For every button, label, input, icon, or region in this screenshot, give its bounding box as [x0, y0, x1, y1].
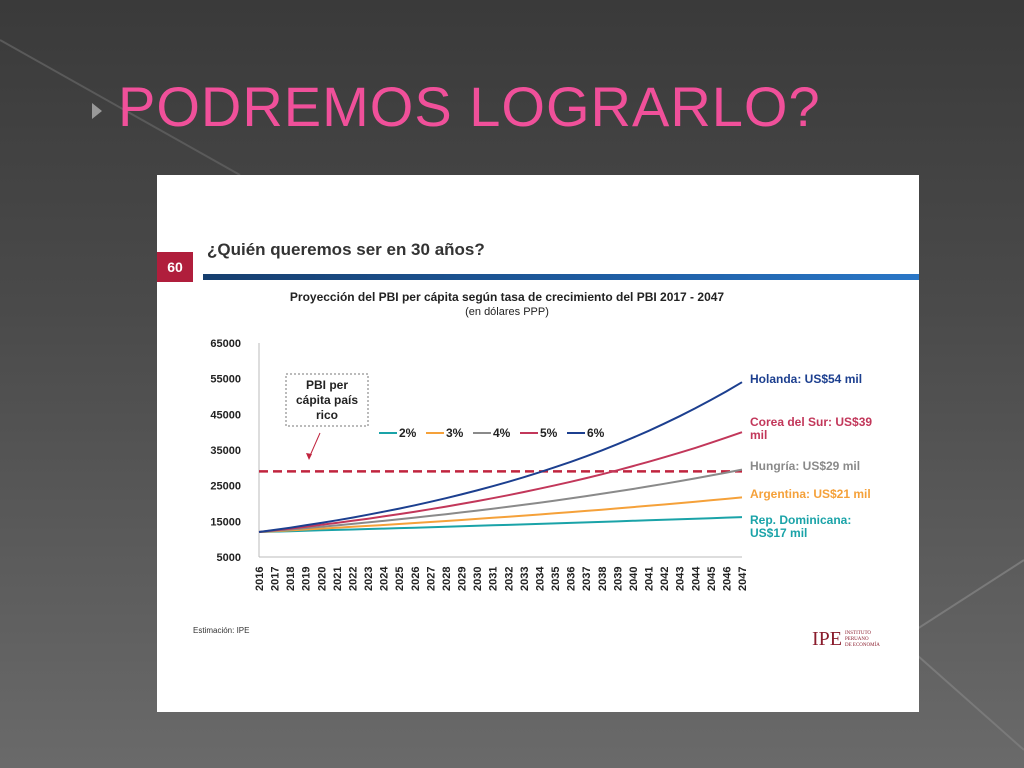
x-tick-label: 2024	[379, 566, 391, 591]
x-tick-label: 2036	[566, 567, 578, 591]
threshold-pointer-arrow-icon	[306, 453, 312, 460]
series-line	[258, 381, 743, 533]
chart: 65000 55000 45000 35000 25000 15000 5000 2016 20…	[210, 338, 872, 591]
chart-subtitle: (en dólares PPP)	[465, 306, 549, 318]
series-end-label: Hungría: US$29 mil	[750, 459, 860, 473]
x-tick-label: 2044	[690, 566, 702, 591]
threshold-label-line: cápita país	[296, 393, 358, 407]
x-tick-label: 2041	[644, 567, 656, 591]
threshold-label-box	[285, 373, 369, 427]
x-tick-label: 2021	[332, 567, 344, 591]
x-tick-label: 2043	[675, 567, 687, 591]
panel-heading: ¿Quién queremos ser en 30 años?	[207, 240, 485, 259]
chart-panel	[157, 175, 919, 712]
x-tick-label: 2038	[597, 567, 609, 591]
y-tick-label: 35000	[210, 445, 241, 457]
source-note: Estimación: IPE	[193, 626, 250, 635]
x-tick-label: 2018	[285, 567, 297, 591]
x-tick-label: 2030	[472, 567, 484, 591]
legend-label: 5%	[540, 426, 558, 440]
x-tick-label: 2019	[301, 567, 313, 591]
x-tick-label: 2022	[347, 567, 359, 591]
series-end-label: Holanda: US$54 mil	[750, 372, 862, 386]
chart-title: Proyección del PBI per cápita según tasa…	[289, 290, 725, 304]
page-badge: 60	[157, 252, 193, 282]
ipe-logo-mark: IPE	[812, 628, 842, 650]
y-tick-label: 65000	[210, 338, 241, 350]
series-line	[258, 496, 743, 533]
x-tick-label: 2042	[659, 567, 671, 591]
x-tick-label: 2034	[534, 566, 546, 591]
x-tick-label: 2026	[410, 567, 422, 591]
series-end-label: Rep. Dominicana:	[750, 513, 851, 527]
series-line	[258, 468, 743, 533]
y-tick-label: 45000	[210, 409, 241, 421]
x-tick-label: 2035	[550, 567, 562, 591]
y-tick-label: 5000	[217, 552, 241, 564]
x-tick-label: 2040	[628, 567, 640, 591]
series-line	[258, 431, 743, 533]
x-tick-label: 2027	[425, 567, 437, 591]
series-end-label: US$17 mil	[750, 526, 807, 540]
legend-label: 6%	[587, 426, 605, 440]
y-tick-label: 15000	[210, 516, 241, 528]
threshold-label-line: PBI per	[306, 378, 348, 392]
legend-label: 3%	[446, 426, 464, 440]
x-tick-label: 2047	[737, 567, 749, 591]
x-tick-label: 2037	[581, 567, 593, 591]
x-tick-label: 2032	[503, 567, 515, 591]
x-tick-label: 2045	[706, 567, 718, 591]
ipe-logo: IPE INSTITUTO PERUANO DE ECONOMÍA	[812, 628, 880, 651]
x-tick-label: 2017	[270, 567, 282, 591]
threshold-label-line: rico	[316, 408, 338, 422]
ipe-logo-subtitle: INSTITUTO PERUANO DE ECONOMÍA	[845, 630, 880, 648]
series-end-label: mil	[750, 428, 767, 442]
x-tick-label: 2039	[612, 567, 624, 591]
x-tick-label: 2016	[254, 567, 266, 591]
y-tick-label: 55000	[210, 374, 241, 386]
legend-label: 2%	[399, 426, 417, 440]
series-end-label: Argentina: US$21 mil	[750, 487, 871, 501]
x-tick-label: 2031	[488, 567, 500, 591]
heading-divider	[203, 274, 919, 280]
x-tick-label: 2025	[394, 567, 406, 591]
slide-title: PODREMOS LOGRARLO?	[118, 75, 821, 138]
x-tick-label: 2029	[457, 567, 469, 591]
y-tick-label: 25000	[210, 481, 241, 493]
x-tick-label: 2020	[316, 567, 328, 591]
x-tick-label: 2033	[519, 567, 531, 591]
legend-label: 4%	[493, 426, 511, 440]
series-end-label: Corea del Sur: US$39	[750, 415, 872, 429]
x-tick-label: 2023	[363, 567, 375, 591]
series-line	[258, 516, 743, 533]
bullet-arrow-icon	[92, 103, 102, 119]
x-tick-label: 2046	[721, 567, 733, 591]
x-tick-label: 2028	[441, 567, 453, 591]
